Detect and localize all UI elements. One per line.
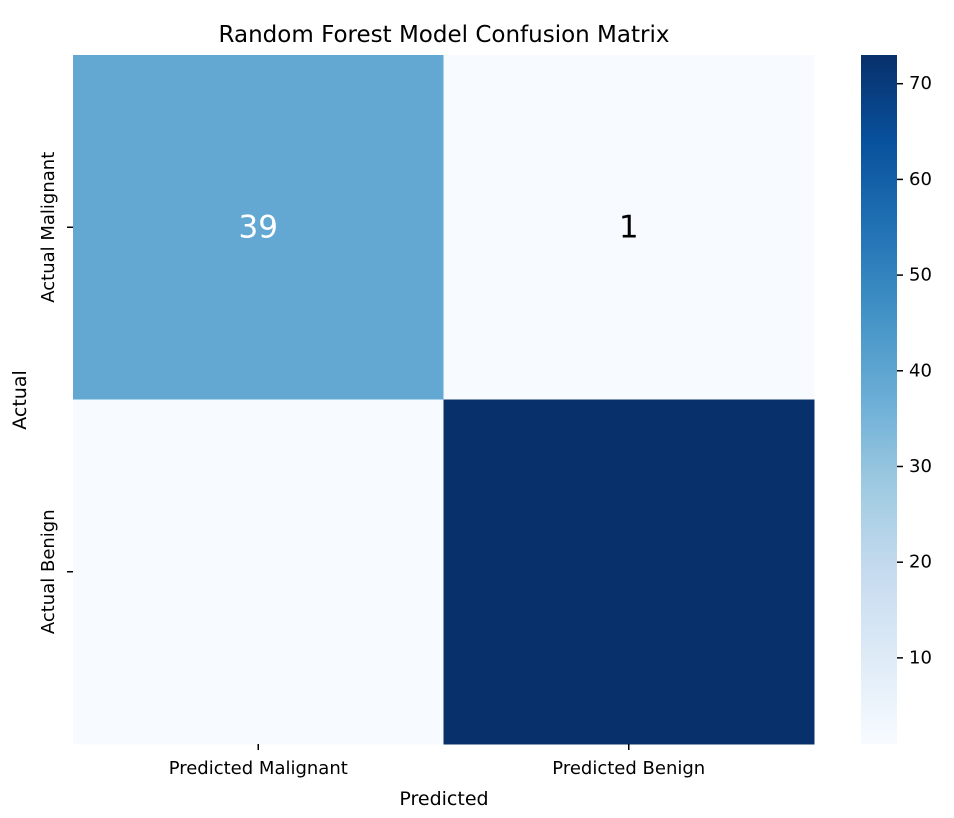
- colorbar: [861, 55, 897, 744]
- y-axis-ticks: Actual Malignant Actual Benign: [38, 152, 73, 634]
- colorbar-ticks: 10 20 30 40 50 60 70: [897, 73, 932, 668]
- x-tick-label: Predicted Benign: [552, 758, 705, 779]
- x-axis-label: Predicted: [399, 788, 488, 810]
- x-axis-ticks: Predicted Malignant Predicted Benign: [169, 744, 705, 779]
- colorbar-tick-label: 50: [909, 265, 932, 286]
- y-tick-label: Actual Malignant: [38, 152, 59, 303]
- colorbar-tick-label: 10: [909, 647, 932, 668]
- cell-value-label: 1: [619, 209, 639, 245]
- heatmap-cell: [443, 399, 815, 745]
- heatmap-cell: [443, 55, 815, 400]
- heatmap-cell: [73, 55, 444, 400]
- colorbar-tick-label: 20: [909, 552, 932, 573]
- heatmap-cells: [73, 55, 815, 745]
- y-tick-label: Actual Benign: [38, 509, 59, 634]
- cell-value-label: 39: [239, 209, 278, 245]
- colorbar-tick-label: 40: [909, 360, 932, 381]
- chart-title: Random Forest Model Confusion Matrix: [219, 22, 670, 48]
- heatmap-cell: [73, 399, 444, 745]
- cell-annotations: 39 1: [239, 209, 639, 245]
- y-axis-label: Actual: [9, 370, 31, 430]
- colorbar-tick-label: 70: [909, 73, 932, 94]
- colorbar-tick-label: 30: [909, 456, 932, 477]
- colorbar-tick-label: 60: [909, 169, 932, 190]
- x-tick-label: Predicted Malignant: [169, 758, 348, 779]
